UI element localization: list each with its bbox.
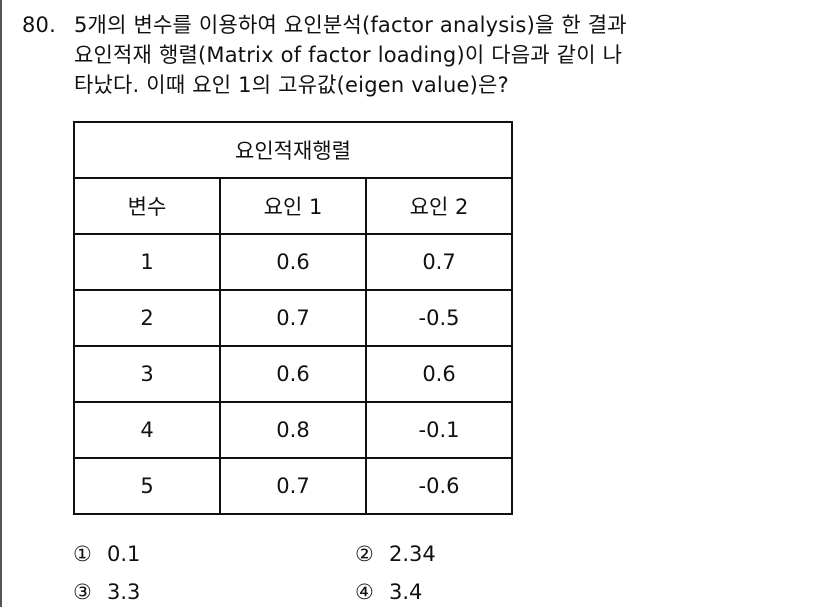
table-cell: 0.7 bbox=[219, 289, 367, 347]
table-cell: 3 bbox=[73, 345, 221, 403]
choice-2-text: 2.34 bbox=[389, 542, 436, 566]
choice-4[interactable]: ④ 3.4 bbox=[355, 573, 637, 611]
table-cell: 0.6 bbox=[364, 345, 514, 403]
question-line-1: 80. 5개의 변수를 이용하여 요인분석(factor analysis)을 한… bbox=[22, 10, 627, 40]
table-header-row: 변수 요인 1 요인 2 bbox=[73, 177, 514, 235]
table-cell: 0.6 bbox=[219, 233, 367, 291]
choice-row-1: ① 0.1 ② 2.34 bbox=[73, 535, 637, 573]
choice-4-mark: ④ bbox=[355, 580, 374, 604]
table-row: 5 0.7 -0.6 bbox=[73, 457, 514, 515]
table-title: 요인적재행렬 bbox=[72, 121, 514, 179]
header-factor-2: 요인 2 bbox=[364, 177, 514, 235]
choice-3-text: 3.3 bbox=[107, 580, 141, 604]
choice-1[interactable]: ① 0.1 bbox=[73, 535, 355, 573]
table-title-row: 요인적재행렬 bbox=[72, 121, 514, 179]
table-row: 1 0.6 0.7 bbox=[73, 233, 514, 291]
factor-loading-table: 요인적재행렬 변수 요인 1 요인 2 1 0.6 0.7 2 0.7 -0.5… bbox=[72, 121, 514, 515]
table-cell: 1 bbox=[73, 233, 221, 291]
question-number: 80. bbox=[22, 13, 56, 37]
header-factor-1: 요인 1 bbox=[219, 177, 367, 235]
choice-3-mark: ③ bbox=[73, 580, 92, 604]
table-row: 4 0.8 -0.1 bbox=[73, 401, 514, 459]
table-row: 3 0.6 0.6 bbox=[73, 345, 514, 403]
table-cell: -0.1 bbox=[364, 401, 514, 459]
choice-row-2: ③ 3.3 ④ 3.4 bbox=[73, 573, 637, 611]
table-cell: 0.7 bbox=[364, 233, 514, 291]
table-cell: 4 bbox=[73, 401, 221, 459]
table-row: 2 0.7 -0.5 bbox=[73, 289, 514, 347]
question-text: 80. 5개의 변수를 이용하여 요인분석(factor analysis)을 한… bbox=[22, 10, 627, 100]
choice-4-text: 3.4 bbox=[389, 580, 423, 604]
answer-choices: ① 0.1 ② 2.34 ③ 3.3 ④ 3.4 bbox=[73, 535, 637, 611]
choice-1-text: 0.1 bbox=[107, 542, 141, 566]
table-cell: 5 bbox=[73, 457, 221, 515]
question-line-3: 타났다. 이때 요인 1의 고유값(eigen value)은? bbox=[74, 73, 509, 97]
choice-2-mark: ② bbox=[355, 542, 374, 566]
header-variable: 변수 bbox=[73, 177, 221, 235]
choice-1-mark: ① bbox=[73, 542, 92, 566]
table-cell: 2 bbox=[73, 289, 221, 347]
table-cell: 0.7 bbox=[219, 457, 367, 515]
table-cell: -0.6 bbox=[364, 457, 514, 515]
table-cell: 0.8 bbox=[219, 401, 367, 459]
page-left-border bbox=[0, 0, 2, 607]
choice-3[interactable]: ③ 3.3 bbox=[73, 573, 355, 611]
question-line-1-text: 5개의 변수를 이용하여 요인분석(factor analysis)을 한 결과 bbox=[74, 13, 627, 37]
choice-2[interactable]: ② 2.34 bbox=[355, 535, 637, 573]
table-cell: -0.5 bbox=[364, 289, 514, 347]
table-cell: 0.6 bbox=[219, 345, 367, 403]
question-line-2: 요인적재 행렬(Matrix of factor loading)이 다음과 같… bbox=[74, 43, 623, 67]
